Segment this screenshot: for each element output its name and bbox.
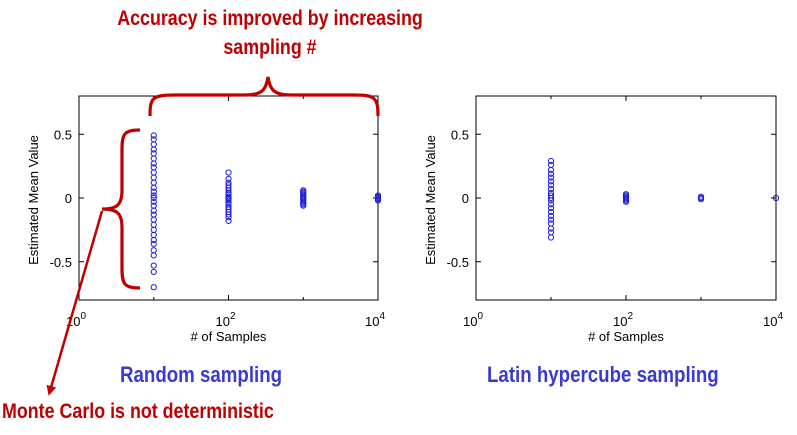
data-point xyxy=(547,201,555,208)
data-point xyxy=(150,198,157,205)
data-point xyxy=(150,231,157,239)
data-point xyxy=(547,174,555,181)
data-point xyxy=(547,197,555,204)
data-point xyxy=(547,166,555,174)
data-point xyxy=(150,284,157,291)
x-tick-label: 104 xyxy=(365,311,385,329)
data-point xyxy=(547,234,555,241)
x-tick-label: 104 xyxy=(763,311,783,329)
data-point xyxy=(150,132,157,139)
y-tick-label: 0 xyxy=(65,191,72,206)
data-point xyxy=(547,170,555,177)
data-point xyxy=(150,207,157,214)
data-point xyxy=(150,194,157,202)
data-point xyxy=(225,187,232,194)
data-point xyxy=(622,198,630,205)
data-point xyxy=(547,220,555,227)
random-sampling-caption: Random sampling xyxy=(120,362,283,387)
latin-hypercube-caption: Latin hypercube sampling xyxy=(487,362,719,387)
data-point xyxy=(150,247,157,254)
data-point xyxy=(150,240,157,247)
data-point xyxy=(150,141,157,148)
latin-hypercube-chart: 100 102 104 0.5 0 -0.5 # of Samples Estimated M… xyxy=(423,95,783,344)
data-point xyxy=(547,229,555,236)
data-point xyxy=(547,185,555,193)
y-axis-label: Estimated Mean Value xyxy=(26,135,41,265)
data-point xyxy=(547,178,555,185)
data-point xyxy=(547,194,555,202)
accuracy-annotation: Accuracy is improved by increasing sampl… xyxy=(92,4,449,62)
data-point xyxy=(547,208,555,216)
y-tick-label: -0.5 xyxy=(447,255,469,270)
data-point xyxy=(547,182,555,189)
y-axis-label: Estimated Mean Value xyxy=(423,135,438,265)
y-tick-label: 0.5 xyxy=(451,127,469,142)
data-point xyxy=(547,205,555,212)
accuracy-annotation-line1: Accuracy is improved by increasing xyxy=(117,7,423,30)
data-point xyxy=(225,211,232,218)
deterministic-annotation: Monte Carlo is not deterministic xyxy=(2,400,274,423)
data-point xyxy=(150,184,157,191)
data-point xyxy=(547,161,555,168)
deterministic-arrow xyxy=(46,210,104,396)
data-point xyxy=(300,202,307,209)
data-point xyxy=(150,169,157,176)
data-point xyxy=(150,221,157,228)
data-point xyxy=(547,212,555,219)
data-point xyxy=(150,252,157,259)
data-point xyxy=(225,175,232,182)
accuracy-annotation-line2: sampling # xyxy=(223,36,317,59)
data-point xyxy=(150,136,157,143)
data-point xyxy=(150,146,157,153)
data-point xyxy=(772,194,780,202)
data-point xyxy=(150,211,157,218)
data-point xyxy=(150,192,157,199)
data-point xyxy=(225,214,232,221)
x-axis-label: # of Samples xyxy=(191,329,267,344)
data-point xyxy=(225,169,232,176)
data-point xyxy=(547,216,555,223)
data-point xyxy=(150,216,157,223)
data-point xyxy=(150,155,157,162)
data-point xyxy=(225,217,232,225)
y-tick-label: -0.5 xyxy=(50,255,72,270)
data-point xyxy=(150,174,157,181)
data-point xyxy=(150,150,157,157)
data-point xyxy=(150,202,157,209)
data-point xyxy=(547,225,555,232)
data-point xyxy=(150,262,157,269)
data-point xyxy=(150,164,157,171)
data-point xyxy=(150,179,157,186)
data-point xyxy=(150,226,157,233)
data-point xyxy=(697,196,705,203)
x-tick-label: 100 xyxy=(463,311,483,329)
data-point xyxy=(150,160,157,167)
x-tick-label: 102 xyxy=(215,311,235,329)
x-axis-label: # of Samples xyxy=(588,329,664,344)
data-point xyxy=(150,236,157,244)
variance-brace xyxy=(101,128,141,290)
data-point xyxy=(150,268,157,276)
data-point xyxy=(225,197,232,204)
data-point xyxy=(150,188,157,195)
data-point xyxy=(547,157,555,165)
y-tick-label: 0.5 xyxy=(54,127,72,142)
x-tick-label: 102 xyxy=(613,311,633,329)
y-tick-label: 0 xyxy=(462,191,469,206)
data-point xyxy=(374,197,382,204)
accuracy-brace xyxy=(148,76,380,117)
